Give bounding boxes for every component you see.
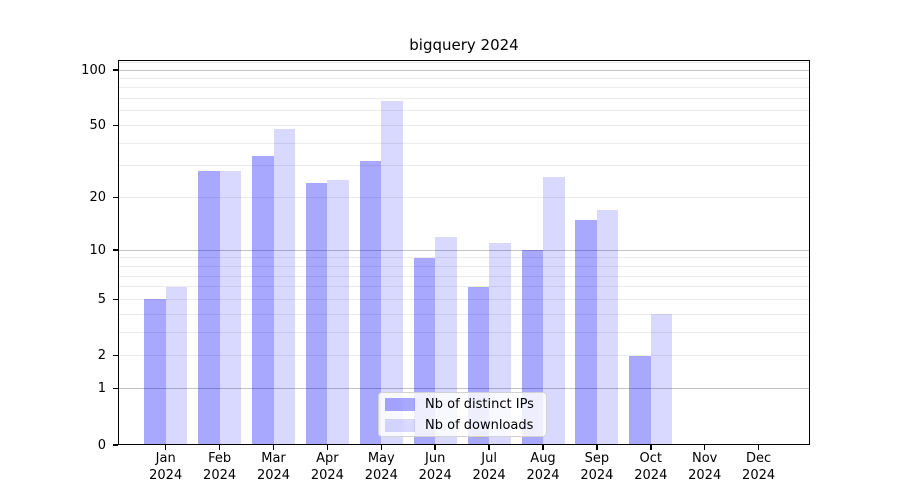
- x-tick-label: Jul 2024: [472, 451, 506, 483]
- gridline-minor: [118, 298, 810, 300]
- bar-nb-of-distinct-ips-mar: [252, 156, 274, 445]
- bar-nb-of-downloads-sep: [596, 210, 619, 445]
- gridline-minor: [118, 77, 810, 79]
- y-tick-label: 100: [81, 62, 106, 78]
- gridline-minor: [118, 331, 810, 333]
- y-tick-label: 20: [89, 190, 106, 206]
- gridline-minor: [118, 355, 810, 357]
- x-tickmark: [703, 445, 706, 450]
- bar-nb-of-downloads-mar: [273, 128, 295, 445]
- x-tick-label: May 2024: [364, 451, 398, 483]
- legend-label-downloads: Nb of downloads: [425, 417, 534, 433]
- y-tickmark: [113, 387, 118, 390]
- gridline-minor: [118, 61, 810, 63]
- bar-nb-of-downloads-jan: [165, 286, 188, 445]
- x-tick-label: Mar 2024: [256, 451, 291, 483]
- bar-nb-of-distinct-ips-may: [359, 160, 382, 445]
- x-tick-label: Apr 2024: [310, 451, 344, 483]
- y-tick-label: 5: [97, 291, 106, 307]
- y-tick-label: 10: [89, 242, 106, 258]
- bar-nb-of-downloads-may: [381, 100, 403, 445]
- x-tick-label: Oct 2024: [634, 451, 668, 483]
- x-tickmark: [650, 445, 652, 450]
- y-tick-label: 0: [97, 437, 106, 453]
- bar-nb-of-downloads-oct: [650, 314, 673, 445]
- gridline-minor: [118, 98, 810, 100]
- gridline-minor: [118, 257, 810, 259]
- x-tickmark: [542, 445, 544, 450]
- x-tick-label: Feb 2024: [203, 451, 237, 483]
- x-tickmark: [272, 445, 275, 450]
- x-tick-label: Nov 2024: [688, 451, 722, 483]
- gridline-minor: [118, 286, 810, 288]
- bar-nb-of-distinct-ips-apr: [305, 183, 328, 445]
- legend-label-distinct-ips: Nb of distinct IPs: [425, 396, 534, 412]
- gridline-minor: [118, 275, 810, 277]
- y-tickmark: [113, 354, 118, 357]
- x-tickmark: [757, 445, 760, 450]
- gridline-major: [118, 69, 810, 71]
- x-tickmark: [164, 445, 167, 450]
- x-tickmark: [326, 445, 329, 450]
- y-tick-label: 1: [97, 381, 106, 397]
- chart-title: bigquery 2024: [409, 36, 519, 54]
- legend-swatch-downloads: [385, 418, 415, 432]
- y-tick-label: 50: [89, 118, 106, 134]
- legend-swatch-distinct-ips: [385, 397, 415, 411]
- gridline-major: [118, 249, 810, 251]
- gridline-minor: [118, 265, 810, 267]
- gridline-minor: [118, 313, 810, 315]
- y-tickmark: [113, 249, 118, 251]
- gridline-minor: [118, 110, 810, 112]
- x-tick-label: Dec 2024: [742, 451, 776, 483]
- y-tickmark: [113, 196, 118, 199]
- x-tickmark: [434, 445, 436, 450]
- x-tickmark: [488, 445, 490, 450]
- bar-nb-of-distinct-ips-feb: [198, 171, 220, 445]
- gridline-minor: [118, 165, 810, 167]
- x-tickmark: [380, 445, 383, 450]
- x-tick-label: Sep 2024: [580, 451, 614, 483]
- y-tickmark: [113, 124, 118, 127]
- x-tick-label: Jan 2024: [149, 451, 183, 483]
- bar-nb-of-distinct-ips-oct: [629, 355, 651, 445]
- gridline-minor: [118, 142, 810, 144]
- bar-nb-of-distinct-ips-sep: [575, 219, 597, 445]
- x-tick-label: Jun 2024: [418, 451, 452, 483]
- x-tick-label: Aug 2024: [526, 451, 560, 483]
- y-tickmark: [113, 298, 118, 301]
- bar-nb-of-distinct-ips-jan: [144, 299, 166, 445]
- legend-item-distinct-ips: Nb of distinct IPs: [385, 397, 540, 412]
- bar-nb-of-downloads-apr: [327, 180, 349, 445]
- y-tickmark: [113, 444, 118, 446]
- x-tickmark: [218, 445, 221, 450]
- x-tickmark: [596, 445, 598, 450]
- gridline-minor: [118, 197, 810, 199]
- bar-nb-of-downloads-aug: [543, 177, 565, 445]
- legend-item-downloads: Nb of downloads: [385, 418, 540, 433]
- bar-nb-of-downloads-feb: [219, 171, 242, 445]
- y-tickmark: [113, 69, 118, 71]
- y-tick-label: 2: [97, 348, 106, 364]
- legend: Nb of distinct IPs Nb of downloads: [378, 392, 547, 437]
- gridline-minor: [118, 125, 810, 127]
- gridline-major: [118, 388, 810, 390]
- gridline-minor: [118, 87, 810, 89]
